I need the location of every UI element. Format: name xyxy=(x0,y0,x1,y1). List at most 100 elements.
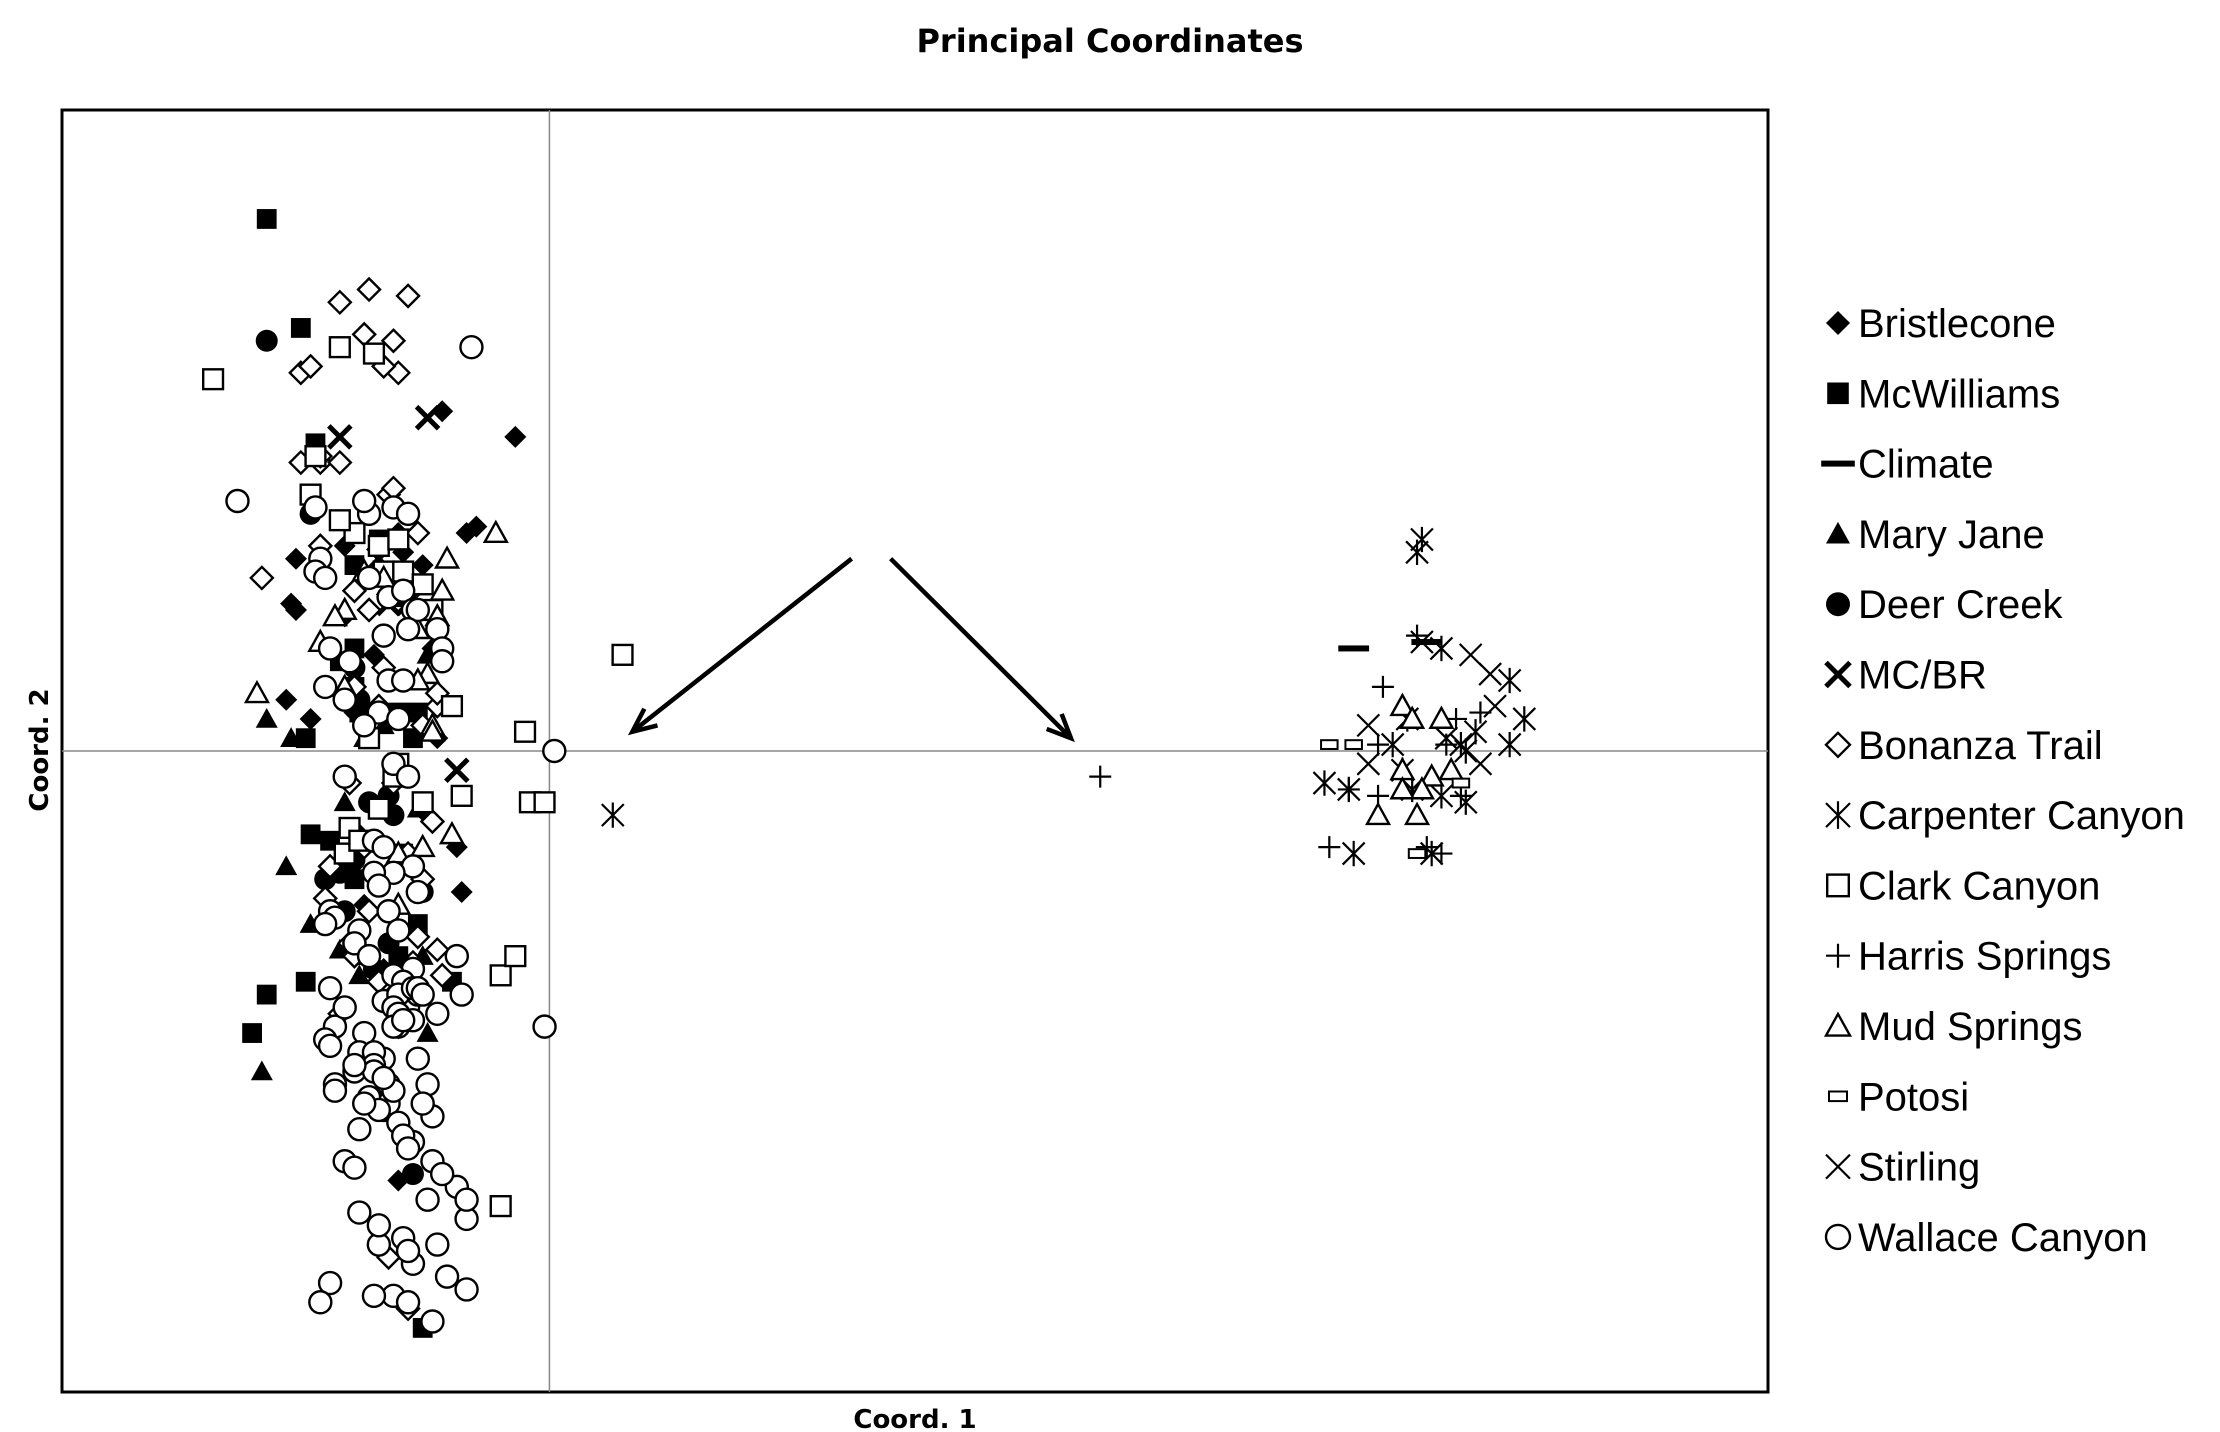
data-point xyxy=(505,946,525,966)
data-point xyxy=(275,855,297,875)
data-point xyxy=(319,1035,341,1057)
legend-item: Mary Jane xyxy=(1826,513,2045,557)
data-point xyxy=(353,1093,375,1115)
data-point xyxy=(1469,753,1491,775)
data-point xyxy=(251,1061,273,1081)
data-point xyxy=(388,530,408,550)
legend-item: MC/BR xyxy=(1826,654,1987,698)
legend-label: Harris Springs xyxy=(1858,935,2111,979)
data-point xyxy=(348,1118,370,1140)
data-point xyxy=(491,1196,511,1216)
data-point xyxy=(1357,714,1379,736)
data-point xyxy=(407,1048,429,1070)
data-point xyxy=(300,708,322,730)
data-point xyxy=(452,786,472,806)
legend-marker xyxy=(1826,801,1850,829)
data-point xyxy=(1372,676,1394,698)
y-axis-label: Coord. 2 xyxy=(25,688,55,811)
legend-label: Stirling xyxy=(1858,1146,1980,1190)
data-point xyxy=(397,1291,419,1313)
data-point xyxy=(257,985,277,1005)
series-carpenter-canyon xyxy=(602,527,1535,866)
data-point xyxy=(412,1093,434,1115)
data-point xyxy=(1430,843,1452,865)
data-point xyxy=(402,1163,424,1185)
data-point xyxy=(387,708,409,730)
data-point xyxy=(387,919,409,941)
legend-marker xyxy=(1826,311,1850,335)
data-point xyxy=(451,984,473,1006)
legend-item: Stirling xyxy=(1826,1146,1980,1190)
legend-marker xyxy=(1826,522,1850,544)
data-point xyxy=(412,836,434,856)
data-point xyxy=(1460,644,1482,666)
legend-marker xyxy=(1826,1155,1850,1179)
legend-label: MC/BR xyxy=(1858,654,1987,698)
data-point xyxy=(446,759,468,781)
data-point xyxy=(436,548,458,568)
data-point xyxy=(319,977,341,999)
legend-label: Clark Canyon xyxy=(1858,864,2100,908)
data-point xyxy=(1313,770,1335,795)
data-point xyxy=(392,669,414,691)
data-point xyxy=(491,965,511,985)
legend-label: Mary Jane xyxy=(1858,513,2045,557)
data-point xyxy=(285,548,307,570)
data-point xyxy=(306,446,326,466)
data-point xyxy=(397,1240,419,1262)
data-point xyxy=(1089,766,1111,788)
data-point xyxy=(256,330,278,352)
data-point xyxy=(456,1189,478,1211)
data-point xyxy=(368,875,390,897)
series-harris-springs xyxy=(1089,625,1491,865)
data-point xyxy=(319,637,341,659)
data-point xyxy=(534,1016,556,1038)
data-point xyxy=(417,407,439,429)
data-point xyxy=(392,1009,414,1031)
data-point xyxy=(291,318,311,338)
data-point xyxy=(602,802,624,827)
data-point xyxy=(1479,663,1501,685)
data-point xyxy=(397,1137,419,1159)
data-point xyxy=(431,650,453,672)
data-point xyxy=(309,1291,331,1313)
annotation-arrow xyxy=(632,559,851,732)
data-point xyxy=(334,791,356,811)
data-point xyxy=(373,836,395,858)
data-point xyxy=(330,510,350,530)
data-point xyxy=(301,824,321,844)
legend-item: Clark Canyon xyxy=(1827,864,2100,908)
data-point xyxy=(413,792,433,812)
data-point xyxy=(1338,645,1369,651)
data-point xyxy=(203,369,223,389)
data-point xyxy=(304,496,326,518)
data-point xyxy=(1321,740,1338,749)
data-point xyxy=(353,714,375,736)
legend-label: Potosi xyxy=(1858,1075,1969,1119)
data-point xyxy=(358,945,380,967)
data-point xyxy=(358,278,380,300)
data-point xyxy=(1406,804,1428,824)
data-point xyxy=(451,881,473,903)
data-point xyxy=(343,1054,365,1076)
data-point xyxy=(334,689,356,711)
data-point xyxy=(257,209,277,229)
data-point xyxy=(413,574,433,594)
data-point xyxy=(431,1163,453,1185)
data-point xyxy=(330,337,350,357)
legend-marker xyxy=(1829,1092,1847,1102)
data-point xyxy=(1453,779,1470,788)
legend-marker xyxy=(1827,383,1849,405)
legend-label: Mud Springs xyxy=(1858,1005,2083,1049)
data-point xyxy=(397,618,419,640)
legend-marker xyxy=(1826,944,1850,968)
data-point xyxy=(373,625,395,647)
legend-item: McWilliams xyxy=(1827,372,2060,416)
data-point xyxy=(1513,706,1535,731)
data-point xyxy=(334,766,356,788)
x-axis-label: Coord. 1 xyxy=(853,1405,976,1432)
legend-label: Bonanza Trail xyxy=(1858,724,2103,768)
data-point xyxy=(397,503,419,525)
legend-item: Potosi xyxy=(1829,1075,1969,1119)
data-point xyxy=(412,984,434,1006)
